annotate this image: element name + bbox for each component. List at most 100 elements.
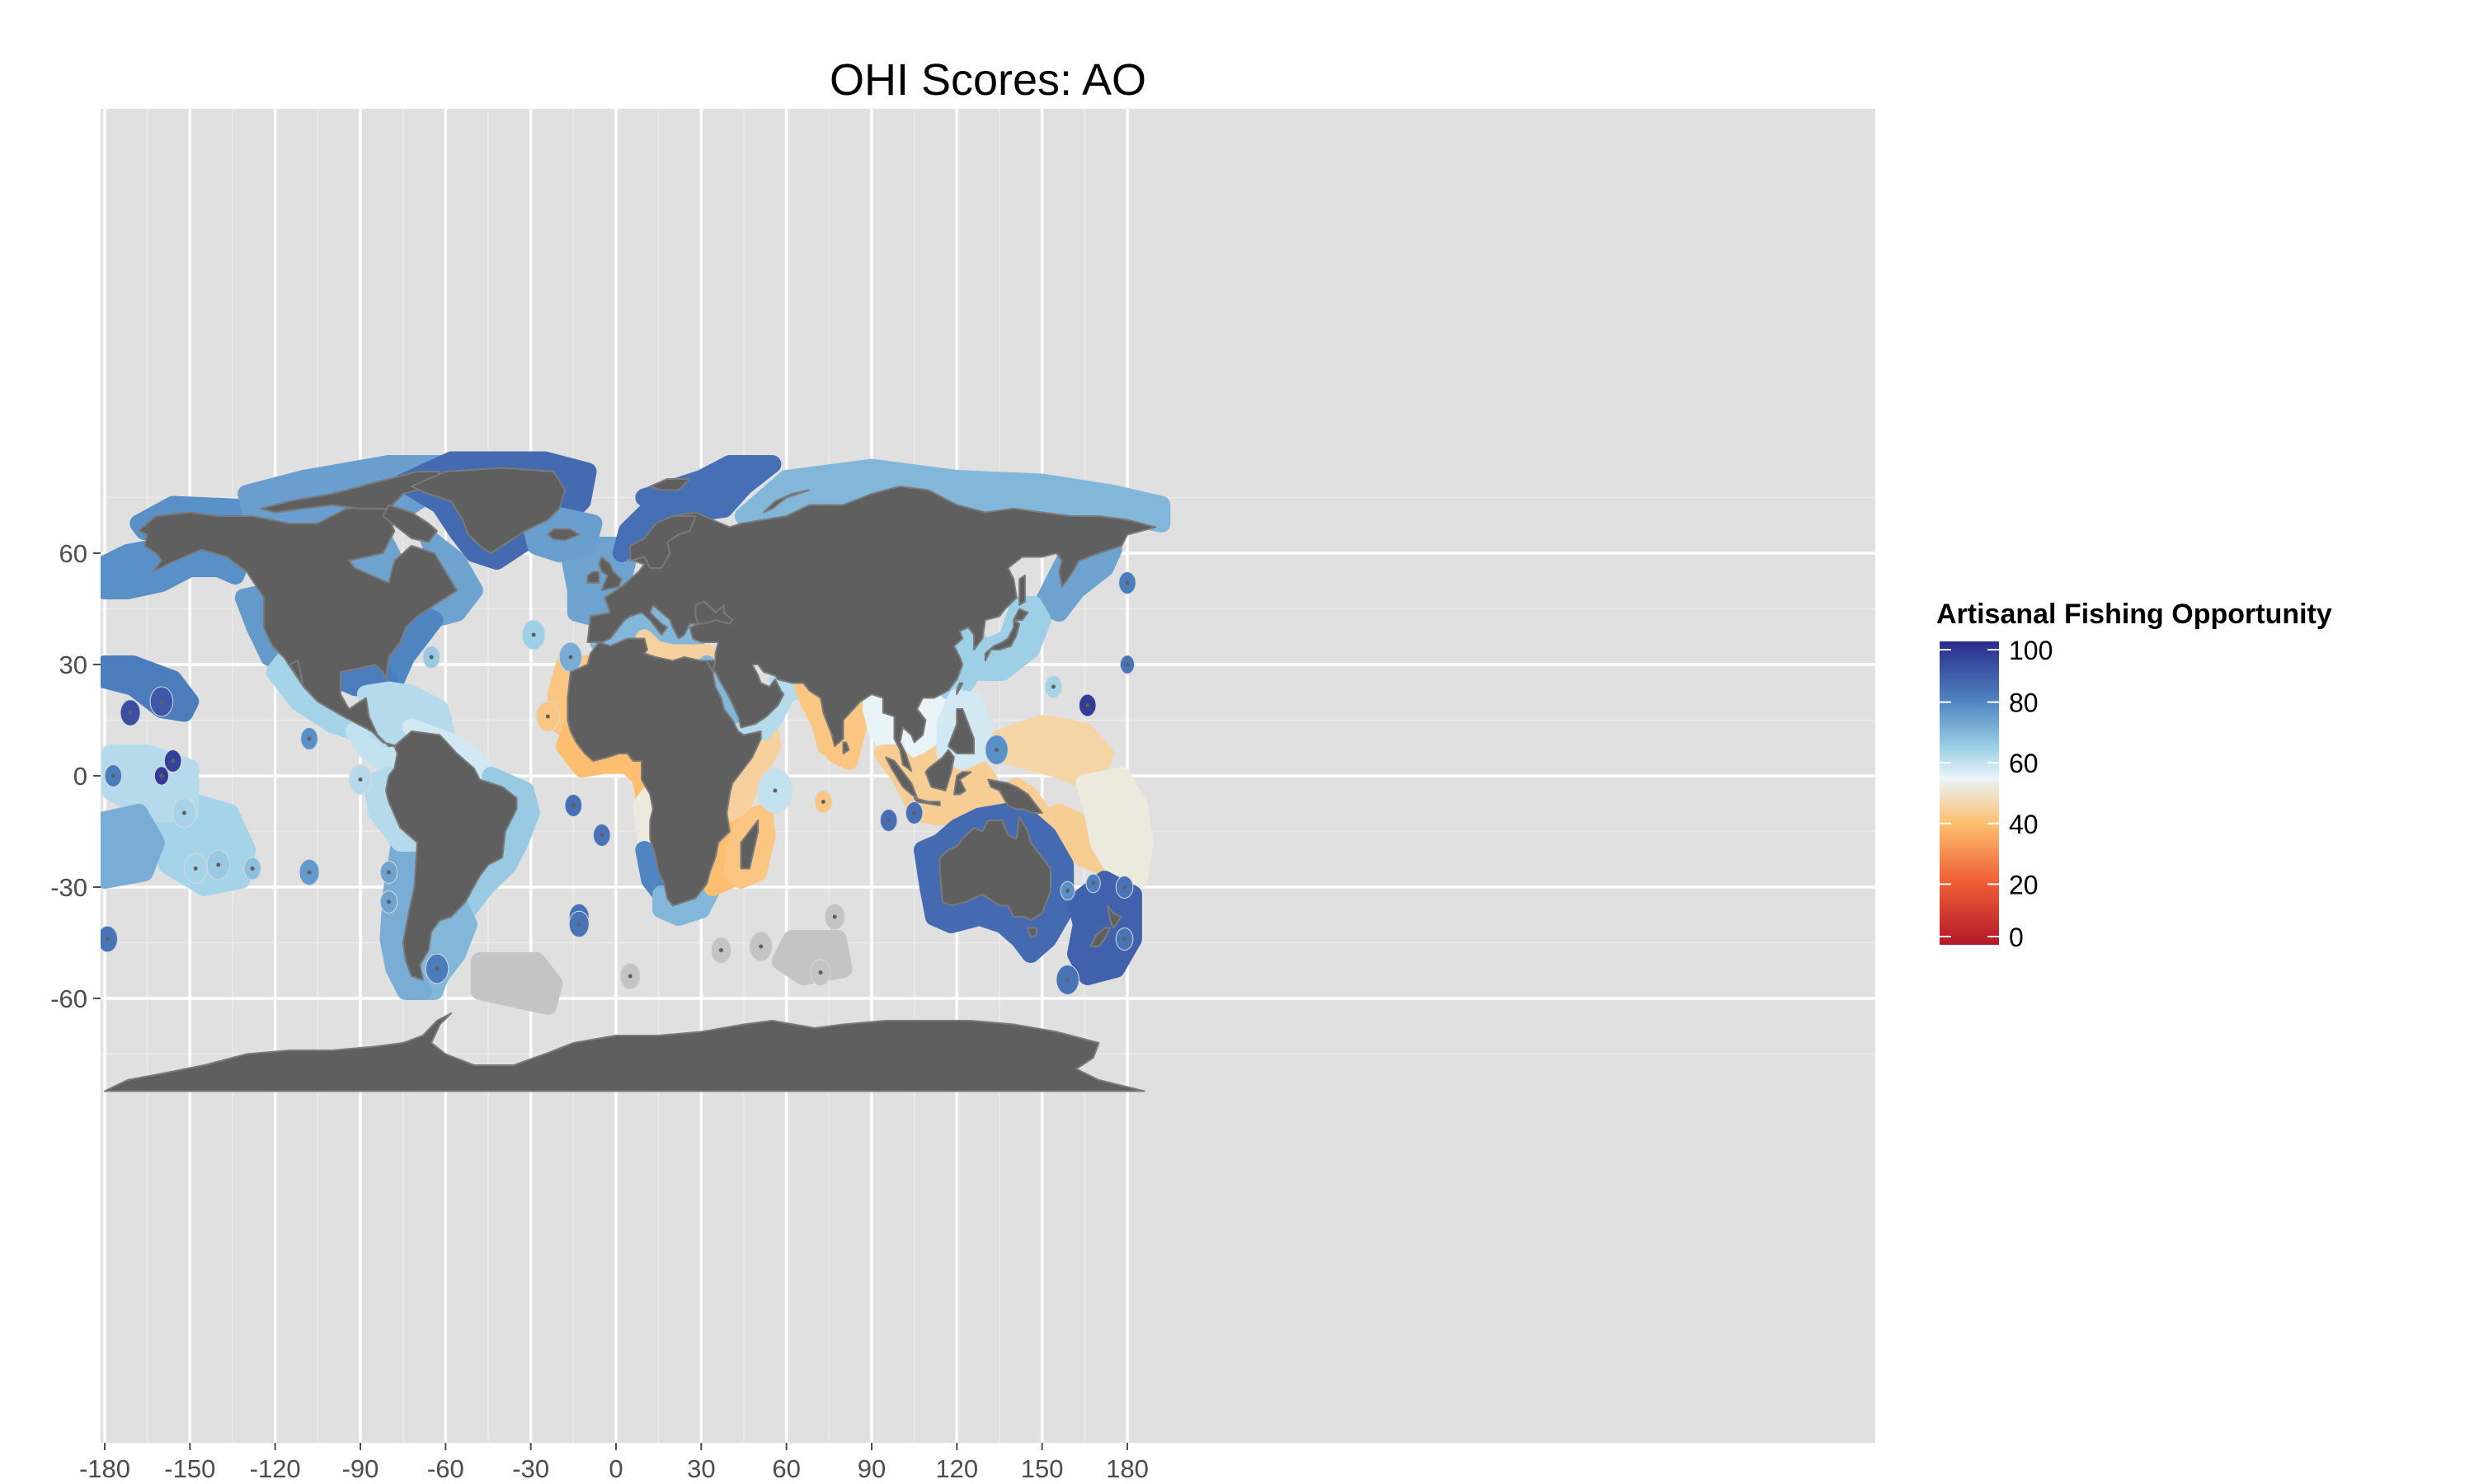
land-sakhalin <box>1018 575 1026 606</box>
legend: Artisanal Fishing Opportunity 100 80 60 40 2… <box>1936 599 2332 952</box>
island-dot <box>429 655 434 660</box>
x-tick-label: 30 <box>687 1454 715 1483</box>
land-hokkaido <box>1013 608 1029 621</box>
island-dot <box>307 870 312 875</box>
land-iceland <box>547 528 581 542</box>
island-dot <box>435 966 440 971</box>
land-svalbard <box>649 478 691 491</box>
eez-region-pacific-islands-east <box>1075 767 1154 889</box>
y-tick-label: 30 <box>59 650 87 679</box>
island-dot <box>995 748 999 752</box>
island-dot <box>576 922 581 927</box>
land-eurasia <box>586 486 1157 773</box>
y-tick-label: -30 <box>50 873 87 902</box>
land-scandinavia <box>629 515 697 569</box>
x-tick-label: 60 <box>772 1454 800 1483</box>
land-britain <box>598 556 623 591</box>
island-dot <box>887 818 891 823</box>
land-philippines <box>948 708 975 754</box>
island-dot <box>759 944 764 949</box>
land-north-america <box>138 504 459 747</box>
land-novaya-zemlya <box>763 489 811 514</box>
island-dot <box>571 803 576 808</box>
island-dot <box>111 773 115 778</box>
island-dot <box>832 914 837 919</box>
land-south-america <box>385 730 518 981</box>
island-dot <box>105 937 110 942</box>
land-sulawesi <box>952 771 972 796</box>
chart-title: OHI Scores: AO <box>830 55 1146 105</box>
island-dot <box>545 714 550 719</box>
island-dot <box>600 833 604 838</box>
land-java <box>913 797 941 806</box>
legend-ticks: 100 80 60 40 20 0 <box>1940 636 2053 952</box>
island-dot <box>568 655 573 660</box>
island-dot <box>171 758 176 763</box>
legend-tick-label: 60 <box>2009 749 2039 778</box>
island-dot <box>821 800 825 804</box>
island-dot <box>818 970 823 974</box>
legend-tick-label: 20 <box>2009 870 2039 899</box>
island-dot <box>1065 889 1070 893</box>
eez-region-south-atlantic-islands <box>470 952 563 1015</box>
island-dot <box>193 866 198 871</box>
x-tick-label: -180 <box>79 1454 130 1483</box>
land-new-zealand-north <box>1106 904 1123 929</box>
legend-tick-label: 40 <box>2009 810 2039 839</box>
island-dot <box>1051 684 1056 689</box>
island-dot <box>159 699 164 704</box>
x-tick-label: 150 <box>1021 1454 1064 1483</box>
legend-title: Artisanal Fishing Opportunity <box>1936 599 2332 630</box>
island-dot <box>386 899 391 904</box>
island-dot <box>386 870 391 875</box>
island-dot <box>773 788 778 793</box>
x-tick-label: 120 <box>935 1454 978 1483</box>
island-eez-layer <box>101 571 1136 995</box>
land-africa <box>567 637 762 907</box>
x-tick-label: -150 <box>164 1454 215 1483</box>
legend-color-bar <box>1940 641 1999 945</box>
x-tick-label: -90 <box>342 1454 379 1483</box>
x-tick-label: -60 <box>427 1454 464 1483</box>
land-new-guinea <box>987 778 1043 814</box>
island-dot <box>181 810 186 815</box>
y-tick-label: 0 <box>73 762 87 791</box>
island-dot <box>1122 937 1127 942</box>
x-tick-label: -120 <box>250 1454 301 1483</box>
land-antarctica <box>104 1012 1145 1092</box>
land-sumatra <box>885 756 919 799</box>
land-borneo <box>924 749 955 791</box>
land-greenland <box>411 467 566 554</box>
y-tick-label: 60 <box>59 539 87 568</box>
land-baffin-island <box>382 504 438 543</box>
legend-tick-label: 80 <box>2009 688 2039 718</box>
x-tick-label: 180 <box>1106 1454 1149 1483</box>
y-axis: 60 30 0 -30 -60 <box>50 539 101 1013</box>
island-dot <box>1125 662 1130 667</box>
legend-tick-label: 100 <box>2009 636 2053 665</box>
eez-region-samoa-tonga <box>101 804 165 889</box>
x-tick-label: 90 <box>858 1454 886 1483</box>
land-layer <box>104 467 1157 1092</box>
y-tick-label: -60 <box>50 984 87 1013</box>
island-dot <box>1085 703 1090 707</box>
island-dot <box>1125 580 1130 585</box>
land-australia <box>938 815 1051 922</box>
x-axis: -180 -150 -120 -90 -60 -30 0 30 60 90 120 150 180 <box>79 1443 1149 1483</box>
land-new-zealand-south <box>1089 927 1112 947</box>
land-tasmania <box>1027 927 1037 938</box>
island-dot <box>358 777 363 782</box>
land-taiwan <box>956 682 964 695</box>
land-madagascar <box>740 819 760 870</box>
x-tick-label: 0 <box>609 1454 623 1483</box>
island-dot <box>307 736 312 741</box>
legend-tick-label: 0 <box>2009 923 2024 952</box>
eez-region-barents <box>635 455 782 522</box>
island-dot <box>628 974 633 979</box>
island-dot <box>128 711 133 715</box>
island-dot <box>1122 885 1127 890</box>
island-dot <box>1091 881 1096 885</box>
island-dot <box>718 948 723 952</box>
